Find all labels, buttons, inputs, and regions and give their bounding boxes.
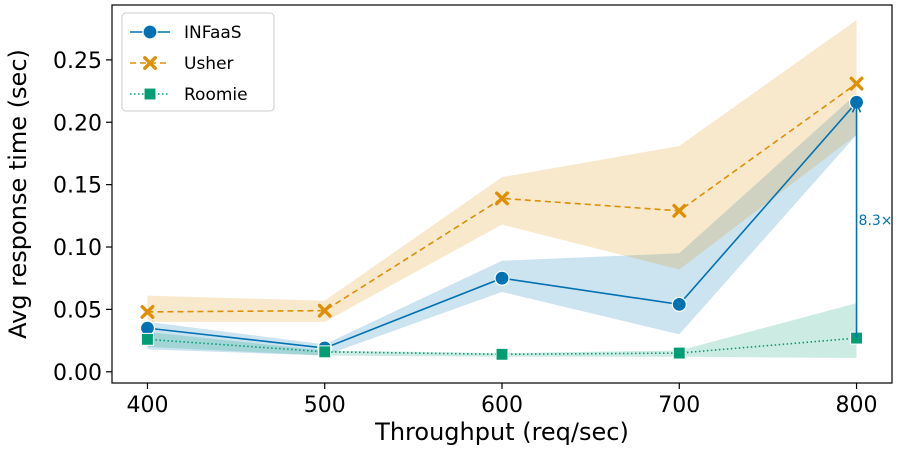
point-usher-800 — [849, 76, 864, 91]
legend-label-roomie: Roomie — [184, 85, 248, 105]
point-roomie-500 — [318, 345, 332, 359]
y-tick-label: 0.20 — [53, 111, 102, 136]
point-usher-700 — [672, 203, 687, 218]
annotation-label: 8.3× — [859, 213, 893, 229]
band-infaas — [147, 93, 857, 356]
confidence-bands — [147, 19, 857, 359]
x-tick-label: 600 — [481, 393, 523, 418]
x-tick-label: 500 — [304, 393, 346, 418]
y-tick-label: 0.15 — [53, 174, 102, 199]
series-markers — [139, 76, 865, 361]
band-roomie — [147, 303, 857, 359]
y-axis-ticks: 0.00 0.05 0.10 0.15 0.20 0.25 — [53, 49, 112, 386]
legend-label-infaas: INFaaS — [184, 23, 242, 43]
x-axis-ticks: 400 500 600 700 800 — [126, 383, 878, 418]
y-tick-label: 0.10 — [53, 236, 102, 261]
point-usher-500 — [317, 303, 332, 318]
legend-marker-infaas — [142, 24, 158, 40]
annotation-arrow-head — [851, 101, 862, 113]
x-tick-label: 700 — [658, 393, 700, 418]
legend-label-usher: Usher — [184, 54, 234, 74]
band-usher — [147, 19, 857, 322]
y-tick-label: 0.25 — [53, 49, 102, 74]
x-tick-label: 800 — [836, 393, 878, 418]
point-roomie-400 — [141, 332, 154, 346]
legend: INFaaS Usher Roomie — [121, 12, 275, 112]
point-roomie-600 — [495, 347, 509, 361]
point-usher-400 — [140, 304, 155, 319]
y-axis-label: Avg response time (sec) — [4, 49, 32, 339]
x-axis-label: Throughput (req/sec) — [374, 418, 629, 446]
legend-marker-usher — [143, 56, 157, 70]
y-tick-label: 0.05 — [53, 298, 102, 323]
annotation: 8.3× — [851, 101, 893, 339]
legend-marker-roomie — [143, 87, 157, 101]
point-usher-600 — [495, 191, 509, 206]
x-tick-label: 400 — [126, 393, 168, 418]
point-infaas-600 — [494, 270, 510, 286]
point-infaas-700 — [671, 296, 687, 313]
y-tick-label: 0.00 — [53, 361, 102, 386]
legend-box — [121, 12, 275, 112]
point-roomie-700 — [672, 346, 686, 360]
